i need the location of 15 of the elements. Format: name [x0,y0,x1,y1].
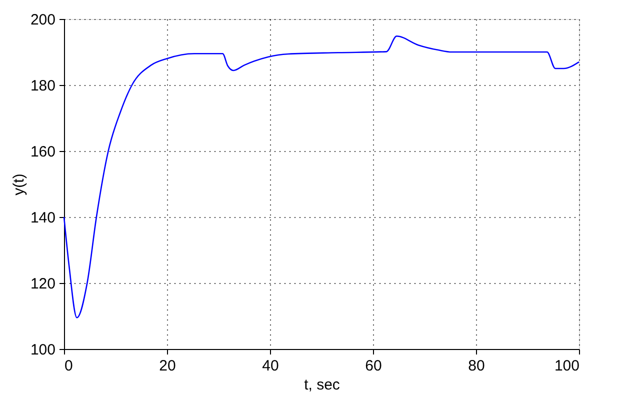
x-tick-label: 0 [64,358,73,374]
y-tick-label: 200 [30,12,56,28]
y-tick-label: 100 [30,342,56,358]
x-tick-label: 100 [554,358,580,374]
line-series [63,36,580,318]
x-tick-label: 40 [262,358,279,374]
x-axis-title: t, sec [304,376,340,394]
x-tick-label: 80 [468,358,485,374]
y-tick-label: 160 [30,144,56,160]
y-tick-label: 120 [30,276,56,292]
y-tick-label: 180 [30,78,56,94]
y-tick-label: 140 [30,210,56,226]
x-tick-label: 20 [159,358,176,374]
x-tick-label: 60 [365,358,382,374]
y-axis-title: y(t) [10,174,28,196]
